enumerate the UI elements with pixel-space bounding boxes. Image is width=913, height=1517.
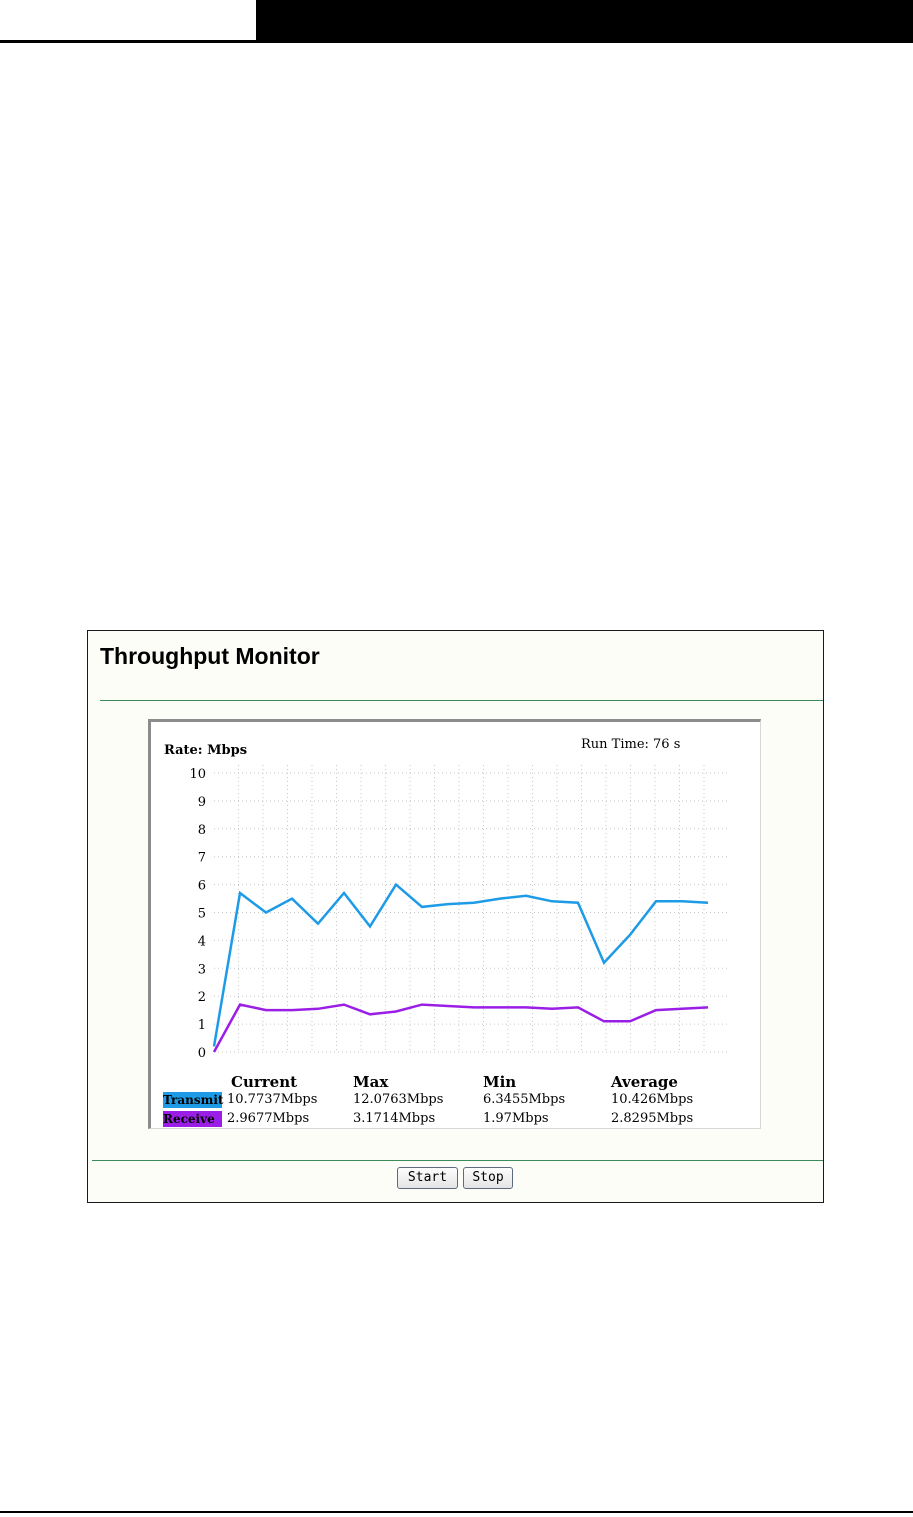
y-tick-label: 10: [189, 767, 206, 782]
y-tick-label: 1: [198, 1018, 206, 1033]
stop-button[interactable]: Stop: [463, 1167, 513, 1189]
header-max: Max: [353, 1073, 389, 1091]
y-tick-label: 0: [198, 1046, 206, 1061]
start-button[interactable]: Start: [397, 1167, 458, 1189]
run-time-readout: Run Time: 76 s: [581, 737, 681, 752]
header-min: Min: [483, 1073, 517, 1091]
y-tick-label: 4: [198, 934, 206, 949]
chart-panel: 0 1 2 3 4 5 6 7 8 9 10 Rate: Mbps Run Time: 76 s C…: [148, 719, 761, 1129]
receive-current: 2.9677Mbps: [227, 1111, 310, 1126]
y-tick-label: 3: [198, 962, 206, 977]
receive-max: 3.1714Mbps: [353, 1111, 436, 1126]
y-tick-label: 8: [198, 823, 206, 838]
title-divider: [100, 700, 823, 701]
y-tick-label: 9: [198, 795, 206, 810]
button-divider: [92, 1160, 823, 1161]
series-line-receive: [212, 1003, 709, 1053]
series-line-transmit: [212, 882, 709, 1047]
transmit-min: 6.3455Mbps: [483, 1092, 566, 1107]
y-tick-label: 7: [198, 851, 206, 866]
transmit-max: 12.0763Mbps: [353, 1092, 444, 1107]
receive-average: 2.8295Mbps: [611, 1111, 694, 1126]
page-footer-rule: [0, 1511, 913, 1513]
header-average: Average: [611, 1073, 678, 1091]
transmit-current: 10.7737Mbps: [227, 1092, 318, 1107]
header-current: Current: [231, 1073, 298, 1091]
page-title: Throughput Monitor: [100, 643, 320, 669]
transmit-average: 10.426Mbps: [611, 1092, 694, 1107]
legend-receive: Receive: [163, 1111, 222, 1127]
page-header-bar: [256, 0, 913, 40]
throughput-monitor-window: Throughput Monitor 0 1 2 3 4 5 6 7 8 9 10 Rate: Mb…: [87, 630, 824, 1203]
y-tick-label: 6: [198, 879, 206, 894]
stats-table: Current Max Min Average Transmit 10.7737…: [163, 1073, 723, 1129]
rate-axis-label: Rate: Mbps: [164, 743, 248, 758]
receive-min: 1.97Mbps: [483, 1111, 549, 1126]
page-header-rule: [0, 40, 913, 43]
y-tick-label: 2: [198, 990, 206, 1005]
throughput-chart: 0 1 2 3 4 5 6 7 8 9 10: [189, 765, 728, 1061]
legend-transmit: Transmit: [163, 1092, 224, 1108]
y-tick-label: 5: [198, 907, 206, 922]
